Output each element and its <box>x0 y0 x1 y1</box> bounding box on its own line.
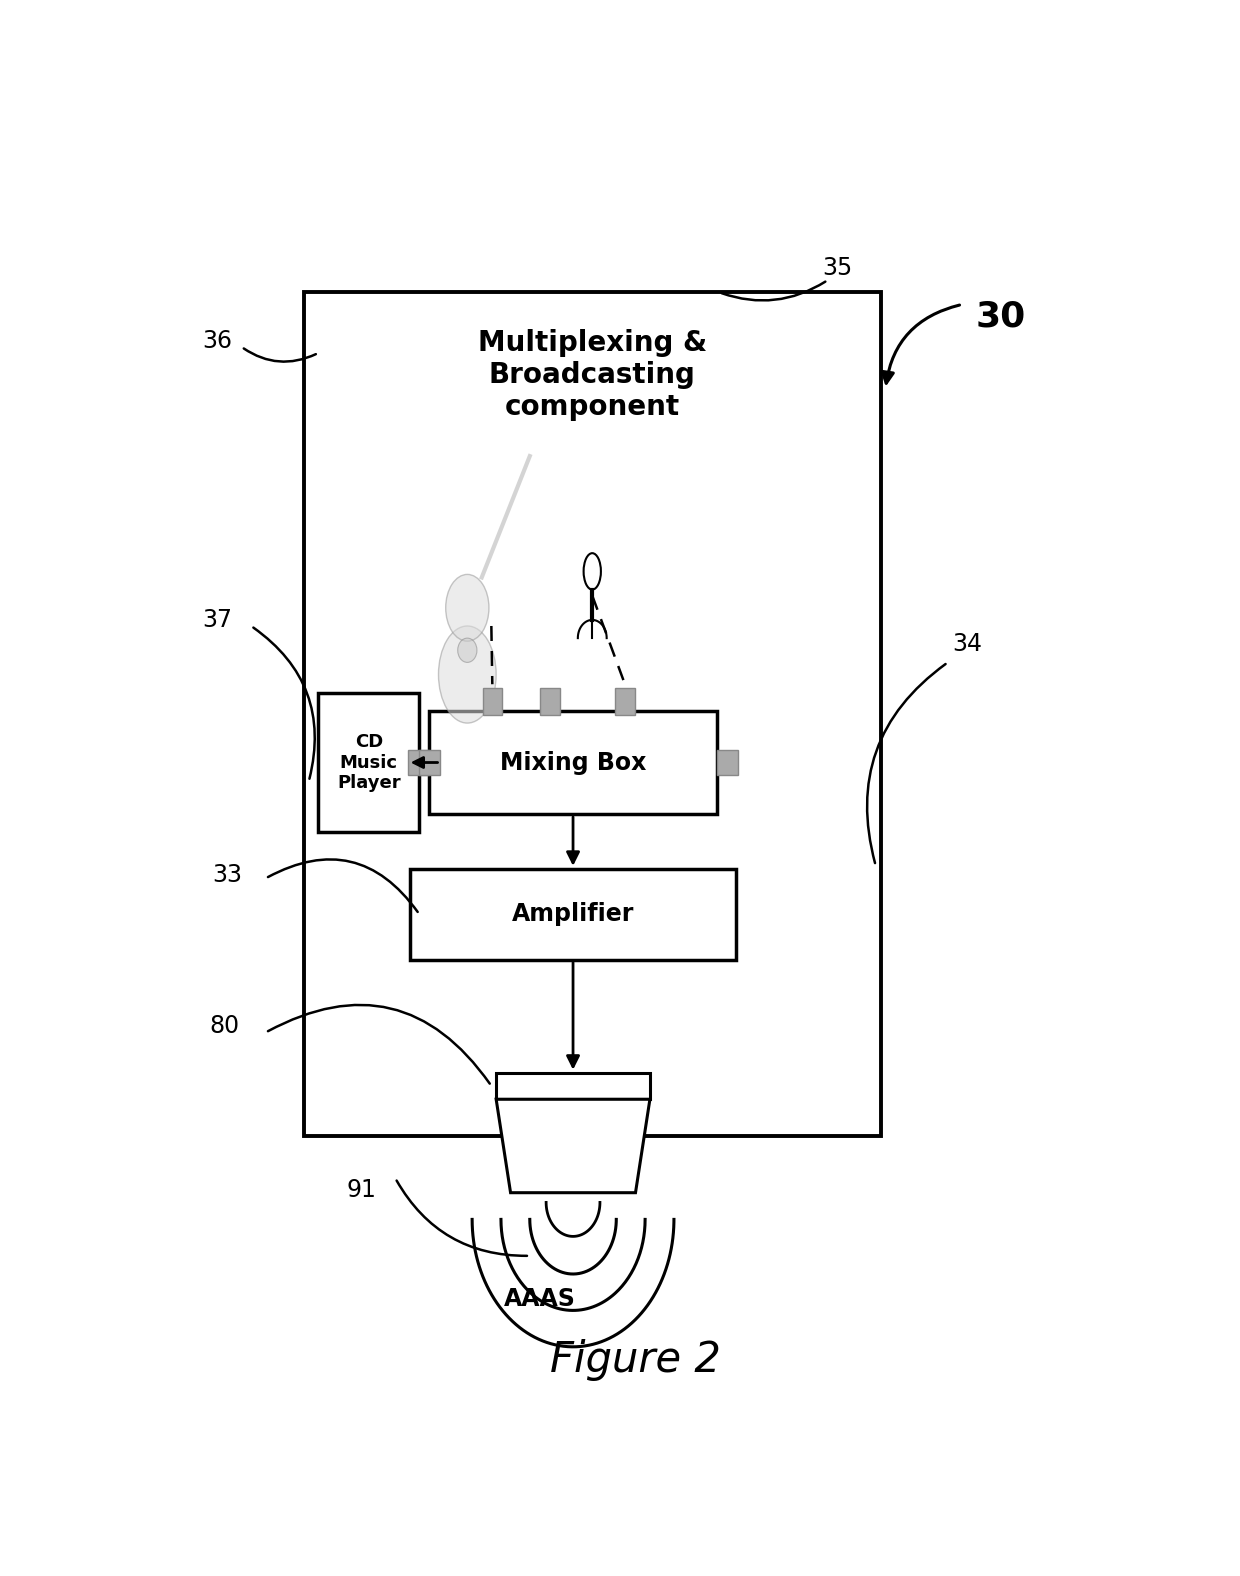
Text: AAAS: AAAS <box>503 1288 575 1311</box>
Ellipse shape <box>445 574 489 641</box>
Text: 36: 36 <box>202 329 232 353</box>
Text: 35: 35 <box>822 255 852 281</box>
Text: CD
Music
Player: CD Music Player <box>337 733 401 793</box>
Text: 80: 80 <box>210 1015 239 1039</box>
Text: Amplifier: Amplifier <box>512 901 634 927</box>
Text: 30: 30 <box>976 299 1025 334</box>
Polygon shape <box>496 1100 650 1193</box>
Bar <box>429 711 717 815</box>
Text: 91: 91 <box>347 1179 377 1202</box>
Text: 34: 34 <box>952 632 982 656</box>
Bar <box>615 687 635 714</box>
Bar <box>304 292 880 1136</box>
Text: 37: 37 <box>202 608 232 632</box>
Text: 33: 33 <box>212 862 242 887</box>
Bar <box>496 1073 650 1100</box>
Bar <box>409 868 737 960</box>
Bar <box>482 687 502 714</box>
Ellipse shape <box>458 638 477 662</box>
Bar <box>717 750 738 775</box>
Bar <box>408 750 429 775</box>
Bar <box>319 693 419 832</box>
Ellipse shape <box>584 553 601 589</box>
Text: Figure 2: Figure 2 <box>551 1340 720 1381</box>
Text: Multiplexing &
Broadcasting
component: Multiplexing & Broadcasting component <box>477 329 707 421</box>
Text: Mixing Box: Mixing Box <box>500 750 646 774</box>
Bar <box>419 750 440 775</box>
Bar <box>541 687 559 714</box>
Ellipse shape <box>439 626 496 723</box>
